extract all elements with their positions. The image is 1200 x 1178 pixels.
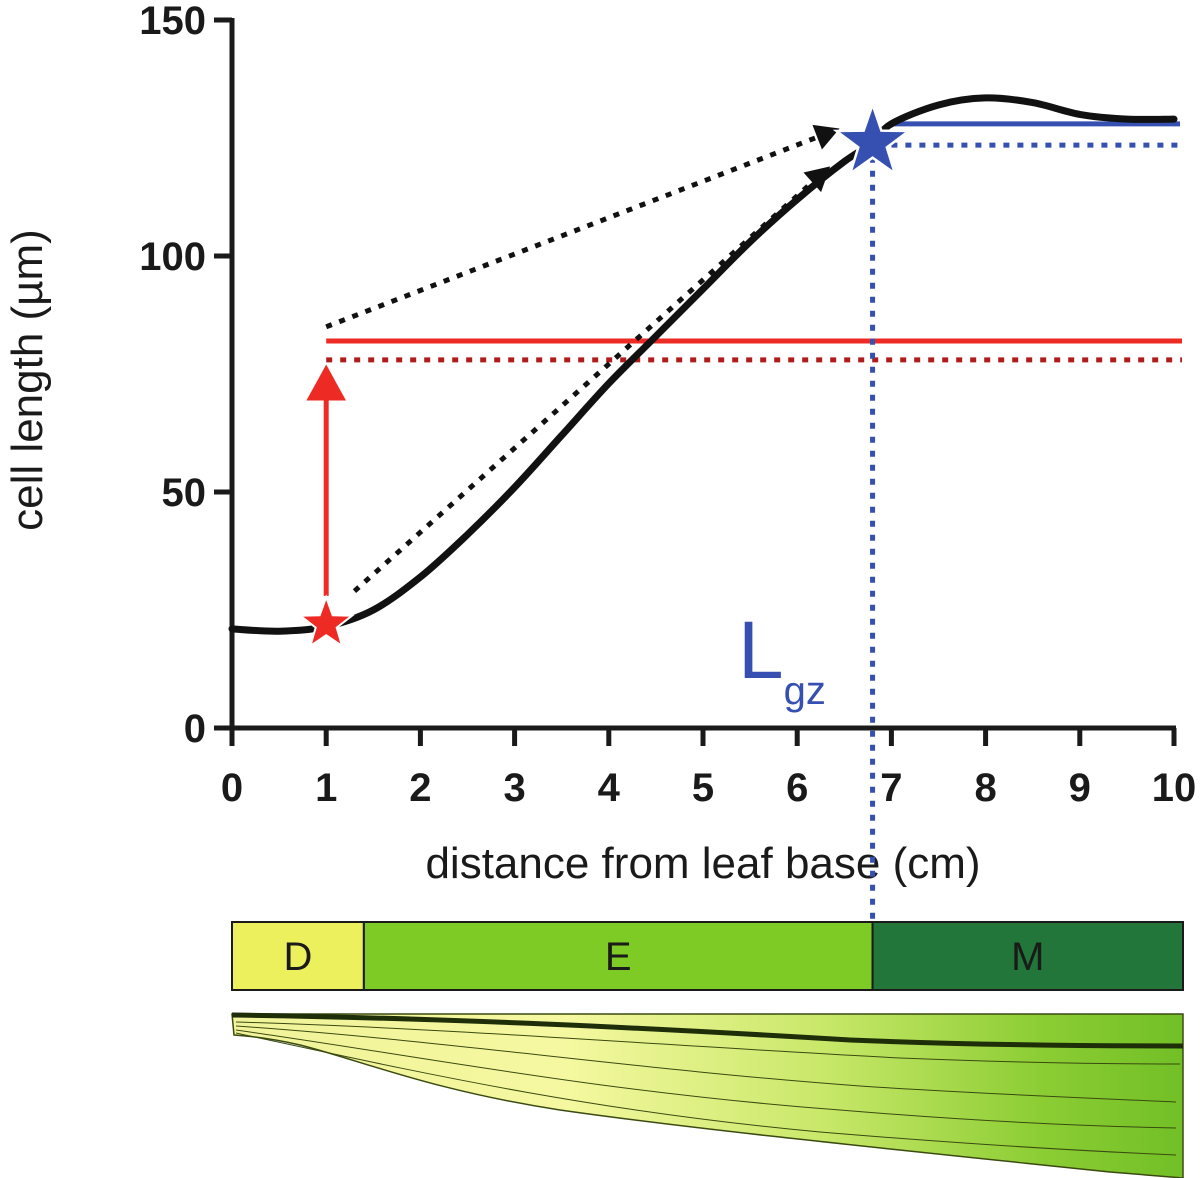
- annotation-markers: [297, 100, 913, 649]
- x-tick-label: 2: [409, 766, 431, 810]
- blue-star-marker: [832, 100, 913, 177]
- x-tick-label: 3: [503, 766, 525, 810]
- axes: 0 50 100 150 0 1 2 3 4 5 6 7 8 9 10: [139, 0, 1196, 810]
- cell-length-curve: [228, 94, 1178, 635]
- x-tick-label: 10: [1152, 766, 1197, 810]
- dotted-arrow-upper: [325, 131, 828, 330]
- x-axis-title: distance from leaf base (cm): [425, 839, 980, 888]
- y-axis-title: cell length (µm): [3, 229, 52, 531]
- y-tick-label: 0: [184, 707, 206, 751]
- zone-d-label: D: [283, 935, 312, 979]
- zone-e-label: E: [605, 935, 632, 979]
- zone-m-label: M: [1011, 935, 1044, 979]
- red-star-marker: [297, 594, 355, 649]
- zone-m-block: [871, 921, 1184, 991]
- leaf-vein: [235, 1032, 1177, 1156]
- leaf-illustration: [231, 1012, 1184, 1178]
- annotation-lines: [325, 121, 1182, 920]
- leaf-vein: [235, 1025, 1177, 1103]
- x-tick-label: 6: [786, 766, 808, 810]
- y-ticks: 0 50 100 150: [139, 0, 232, 751]
- x-tick-label: 1: [315, 766, 337, 810]
- leaf-blade: [231, 1013, 1184, 1178]
- leaf-vein: [235, 1021, 1181, 1065]
- lgz-main: L: [738, 605, 784, 696]
- zone-d-block: [231, 921, 365, 991]
- red-arrow-head: [306, 364, 346, 401]
- x-ticks: 0 1 2 3 4 5 6 7 8 9 10: [221, 728, 1196, 810]
- dotted-arrow-upper-head: [812, 124, 840, 150]
- x-tick-label: 0: [221, 766, 243, 810]
- lgz-label: Lgz: [738, 605, 826, 713]
- lgz-sub: gz: [784, 669, 826, 713]
- leaf-vein: [235, 1029, 1177, 1129]
- zone-e-block: [362, 921, 874, 991]
- x-tick-label: 9: [1069, 766, 1091, 810]
- y-tick-label: 150: [139, 0, 206, 43]
- y-tick-label: 50: [162, 471, 207, 515]
- x-tick-label: 4: [598, 766, 621, 810]
- x-tick-label: 8: [974, 766, 996, 810]
- x-tick-label: 5: [692, 766, 714, 810]
- x-tick-label: 7: [880, 766, 902, 810]
- leaf-midrib: [231, 1012, 1184, 1049]
- y-tick-label: 100: [139, 235, 206, 279]
